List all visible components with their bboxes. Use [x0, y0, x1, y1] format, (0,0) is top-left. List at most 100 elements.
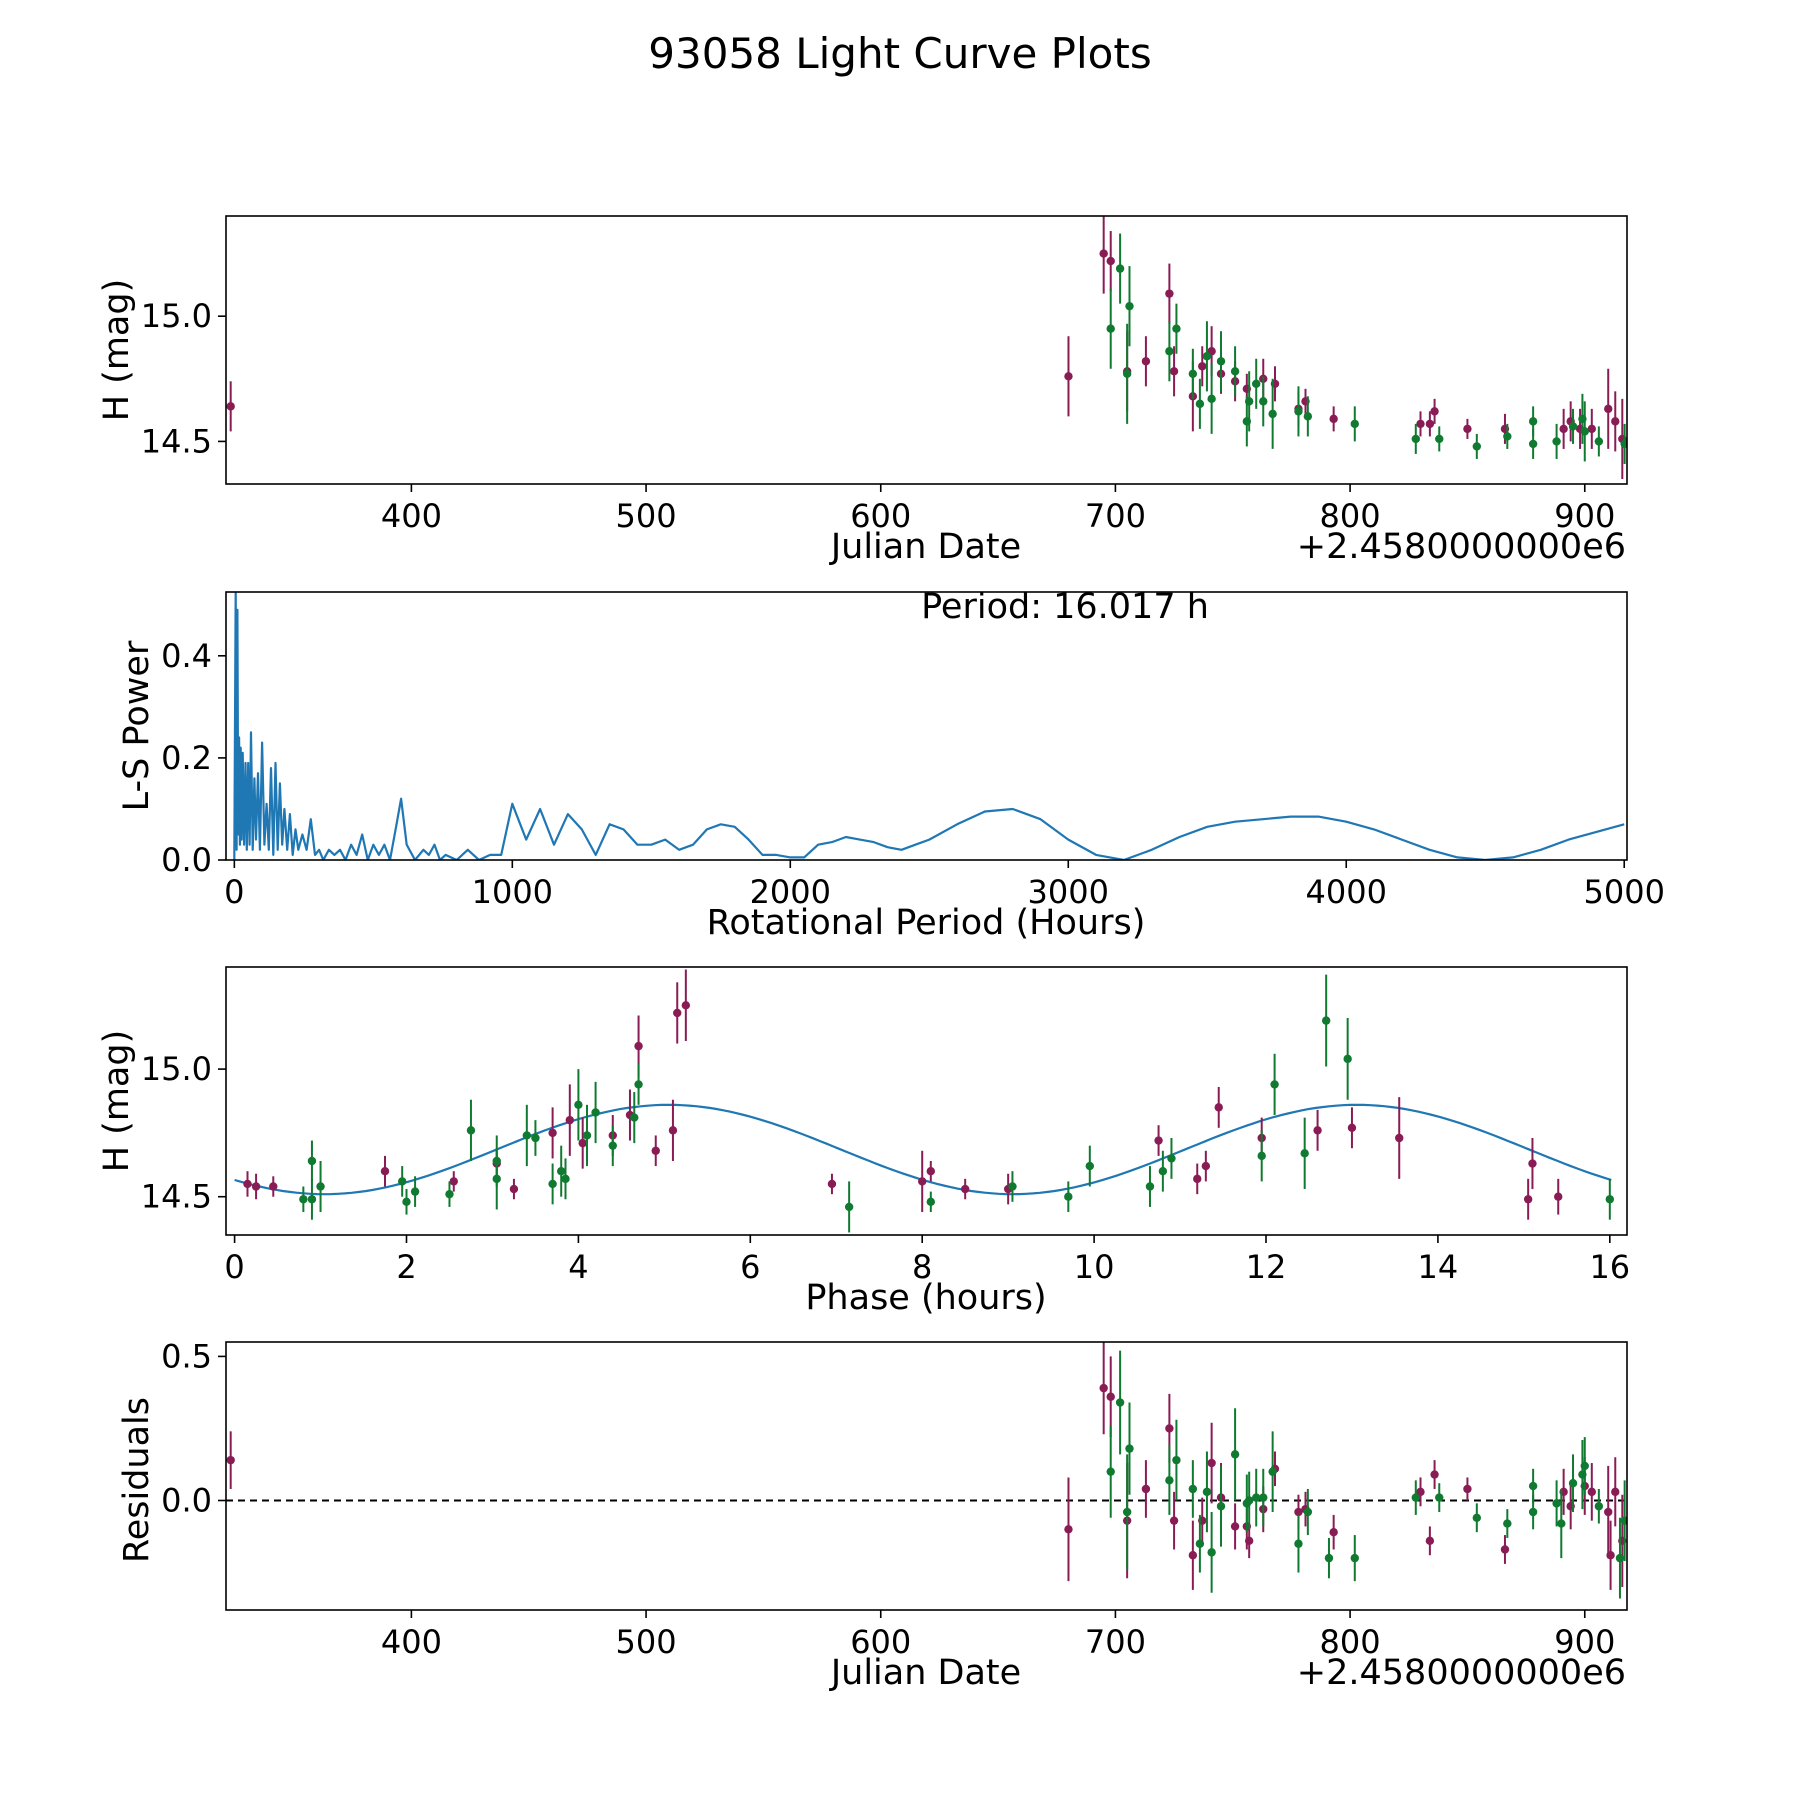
phase-point — [1270, 1080, 1279, 1089]
lightcurve-point — [1169, 367, 1179, 376]
residuals-ytick-label: 0.5 — [161, 1337, 212, 1375]
phase-point — [1201, 1161, 1211, 1171]
lightcurve-offset-label: +2.4580000000e6 — [1297, 527, 1626, 567]
phase-point — [578, 1138, 587, 1148]
phase-point — [926, 1197, 935, 1207]
residuals-point — [1528, 1507, 1538, 1517]
phase-point — [531, 1133, 540, 1143]
lightcurve-ylabel: H (mag) — [97, 279, 137, 422]
residuals-point — [1172, 1455, 1181, 1465]
lightcurve-point — [1198, 362, 1207, 371]
phase-point — [449, 1177, 458, 1186]
phase-point — [1257, 1151, 1266, 1161]
residuals-xlabel: Julian Date — [829, 1653, 1021, 1693]
phase-point — [591, 1108, 600, 1117]
periodogram-ytick-label: 0.4 — [161, 637, 212, 675]
phase-point — [397, 1177, 407, 1186]
phase-point — [630, 1113, 639, 1122]
phase-xtick-label: 12 — [1246, 1248, 1287, 1286]
phase-point — [1343, 1054, 1352, 1064]
residuals-point — [1294, 1507, 1303, 1517]
lightcurve-point — [1202, 352, 1212, 361]
lightcurve-ytick-label: 14.5 — [141, 422, 212, 460]
phase-point — [651, 1146, 660, 1155]
residuals-point — [1244, 1496, 1254, 1505]
residuals-point — [1604, 1507, 1613, 1517]
figure-title: 93058 Light Curve Plots — [648, 29, 1151, 78]
phase-point — [926, 1166, 935, 1176]
phase-point — [1214, 1103, 1223, 1112]
phase-point — [1167, 1154, 1176, 1163]
residuals-point — [1615, 1553, 1625, 1563]
phase-point — [561, 1174, 570, 1184]
lightcurve-point — [1165, 289, 1174, 298]
lightcurve-point — [1115, 264, 1125, 273]
phase-point — [251, 1182, 261, 1191]
lightcurve-point — [1580, 427, 1589, 436]
lightcurve-point — [1604, 404, 1613, 414]
lightcurve-point — [1568, 422, 1578, 431]
residuals-point — [1472, 1513, 1482, 1522]
lightcurve-point — [1165, 347, 1174, 356]
lightcurve-xtick-label: 700 — [1085, 497, 1146, 535]
phase-point — [466, 1126, 476, 1135]
residuals-point — [1230, 1450, 1240, 1459]
residuals-xtick-label: 800 — [1320, 1623, 1381, 1661]
phase-point — [1395, 1133, 1404, 1143]
residuals-point — [1244, 1536, 1254, 1546]
periodogram-ylabel: L-S Power — [117, 640, 157, 811]
phase-point — [1528, 1159, 1537, 1168]
residuals-point — [1207, 1458, 1216, 1468]
phase-point — [960, 1184, 970, 1194]
residuals-point — [1503, 1519, 1512, 1528]
residuals-point — [1594, 1502, 1604, 1511]
lightcurve-point — [1587, 424, 1596, 434]
phase-ytick-label: 15.0 — [141, 1050, 212, 1088]
lightcurve-point — [1430, 407, 1439, 416]
residuals-xtick-label: 700 — [1085, 1623, 1146, 1661]
phase-point — [565, 1115, 575, 1125]
residuals-ylabel: Residuals — [117, 1397, 157, 1563]
residuals-point — [1216, 1502, 1226, 1511]
residuals-point — [1430, 1470, 1439, 1479]
phase-xtick-label: 0 — [224, 1248, 244, 1286]
phase-point — [1064, 1192, 1073, 1201]
periodogram-ytick-label: 0.0 — [161, 841, 212, 879]
phase-point — [410, 1187, 420, 1196]
residuals-point — [1202, 1487, 1212, 1497]
phase-point — [299, 1195, 308, 1204]
residuals-point — [1580, 1461, 1589, 1471]
period-annotation: Period: 16.017 h — [921, 587, 1209, 627]
lightcurve-xtick-label: 400 — [381, 497, 442, 535]
residuals-point — [1500, 1545, 1510, 1554]
phase-xtick-label: 8 — [912, 1248, 932, 1286]
periodogram-xtick-label: 0 — [224, 873, 244, 911]
lightcurve-point — [1472, 442, 1482, 451]
phase-point — [509, 1184, 519, 1194]
residuals-point — [1207, 1548, 1216, 1557]
residuals-point — [226, 1455, 235, 1465]
lightcurve-point — [1106, 324, 1115, 333]
phase-point — [668, 1126, 678, 1135]
periodogram-xtick-label: 4000 — [1306, 873, 1387, 911]
residuals-point — [1552, 1499, 1561, 1508]
phase-point — [608, 1141, 617, 1150]
residuals-point — [1099, 1383, 1108, 1393]
lightcurve-point — [1216, 357, 1226, 366]
lightcurve-point — [1188, 369, 1198, 378]
lightcurve-point — [1559, 424, 1568, 434]
phase-point — [574, 1100, 583, 1110]
phase-point — [1085, 1161, 1095, 1171]
residuals-point — [1411, 1493, 1420, 1502]
lightcurve-point — [1594, 437, 1604, 446]
residuals-point — [1165, 1476, 1174, 1485]
phase-point — [402, 1197, 411, 1207]
residuals-point — [1169, 1516, 1179, 1525]
lightcurve-point — [1416, 419, 1425, 429]
residuals-point — [1141, 1484, 1151, 1494]
periodogram-axes-frame — [225, 591, 1628, 861]
phase-point — [445, 1189, 454, 1199]
residuals-panel: 400 500 600 700 800 900 0.0 0.5 Julian Date +2.… — [117, 1337, 1628, 1693]
phase-point — [1008, 1182, 1017, 1191]
phase-point — [1145, 1182, 1155, 1191]
